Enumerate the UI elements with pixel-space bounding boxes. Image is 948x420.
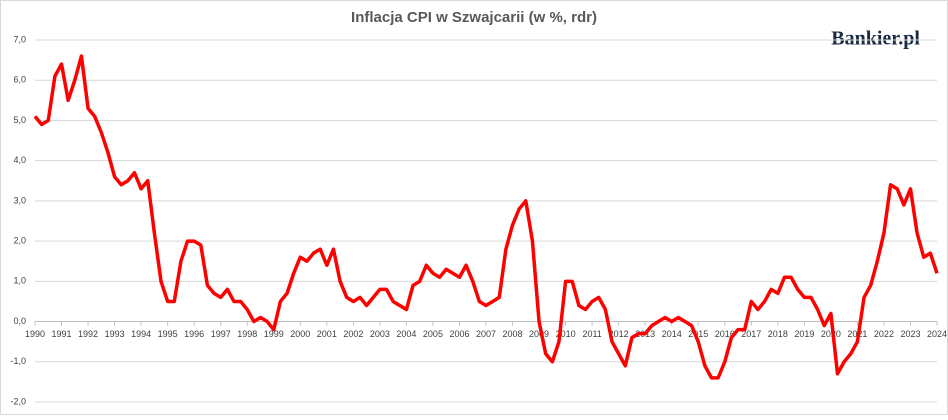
y-tick-label: 2,0 [13,235,26,245]
y-tick-label: 1,0 [13,276,26,286]
x-tick-label: 2017 [741,329,761,339]
chart-title: Inflacja CPI w Szwajcarii (w %, rdr) [351,9,597,26]
x-tick-label: 1995 [158,329,178,339]
x-tick-label: 2015 [688,329,708,339]
y-tick-label: -2,0 [10,396,26,406]
x-tick-label: 2020 [821,329,841,339]
y-tick-label: 0,0 [13,316,26,326]
x-tick-label: 2004 [396,329,416,339]
x-tick-label: 2006 [449,329,469,339]
x-tick-label: 2014 [662,329,682,339]
y-tick-label: 7,0 [13,34,26,44]
x-tick-label: 2019 [794,329,814,339]
x-tick-label: 2018 [768,329,788,339]
x-tick-label: 1997 [211,329,231,339]
x-tick-label: 2005 [423,329,443,339]
x-tick-label: 2009 [529,329,549,339]
x-tick-label: 1990 [25,329,45,339]
x-tick-label: 1991 [52,329,72,339]
x-tick-label: 2010 [556,329,576,339]
x-tick-label: 2008 [503,329,523,339]
x-tick-label: 2016 [715,329,735,339]
x-tick-label: 1998 [237,329,257,339]
x-tick-label: 1994 [131,329,151,339]
x-tick-label: 1993 [105,329,125,339]
x-tick-label: 2003 [370,329,390,339]
x-tick-label: 2002 [343,329,363,339]
y-tick-label: 6,0 [13,75,26,85]
y-tick-label: 3,0 [13,195,26,205]
y-tick-label: 4,0 [13,155,26,165]
x-tick-label: 2024 [927,329,947,339]
x-tick-label: 1999 [264,329,284,339]
x-tick-label: 2007 [476,329,496,339]
data-line [33,54,939,380]
x-tick-label: 2000 [290,329,310,339]
x-tick-label: 1996 [184,329,204,339]
brand-logo: Bankier.pl [831,28,920,50]
x-tick-label: 2022 [874,329,894,339]
x-tick-label: 2011 [582,329,601,339]
y-tick-label: -1,0 [10,356,26,366]
x-tick-label: 2023 [900,329,920,339]
y-tick-label: 5,0 [13,115,26,125]
x-tick-label: 2001 [317,329,337,339]
x-tick-label: 1992 [78,329,98,339]
x-tick-label: 2012 [609,329,629,339]
